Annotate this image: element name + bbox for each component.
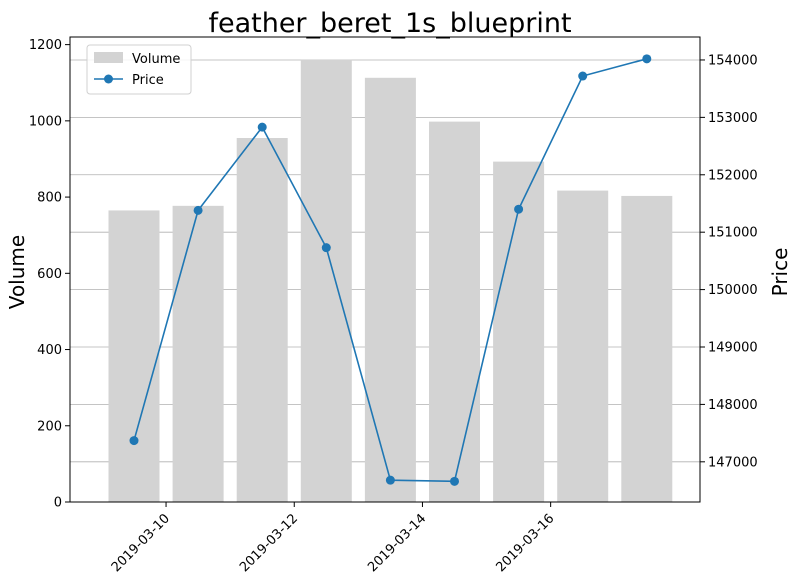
volume-bar (236, 138, 288, 503)
volume-bar (621, 195, 673, 502)
right-tick-label: 148000 (708, 398, 758, 413)
right-tick-label: 151000 (708, 226, 758, 241)
left-tick-label: 800 (37, 191, 62, 206)
volume-bar (429, 121, 480, 503)
right-tick-label: 154000 (708, 53, 758, 68)
legend-swatch-price-marker (104, 74, 113, 84)
legend-label-volume: Volume (132, 52, 180, 67)
left-tick-label: 200 (37, 419, 62, 434)
volume-bar (493, 161, 545, 502)
right-tick-label: 152000 (708, 168, 758, 183)
price-point (257, 122, 267, 132)
price-point (193, 205, 203, 215)
plot-area: 0 200 400 600 800 1000 1200 147000 148000 149000 1… (29, 36, 758, 575)
volume-bar (557, 190, 609, 502)
price-point (514, 204, 524, 214)
right-axis-label: Price (768, 248, 792, 297)
right-tick-label: 147000 (708, 455, 758, 470)
x-tick-label: 2019-03-10 (109, 511, 173, 575)
x-tick-label: 2019-03-14 (365, 511, 429, 575)
legend-label-price: Price (132, 73, 164, 88)
left-tick-label: 1000 (29, 114, 62, 129)
x-tick-label: 2019-03-16 (493, 511, 557, 575)
left-tick-label: 1200 (29, 38, 62, 53)
volume-bar (172, 205, 224, 502)
legend-swatch-volume (94, 52, 123, 63)
right-tick-label: 150000 (708, 283, 758, 298)
left-tick-label: 600 (37, 267, 62, 282)
right-tick-label: 153000 (708, 111, 758, 126)
price-point (578, 71, 588, 81)
volume-bar (108, 210, 160, 503)
price-point (385, 475, 395, 485)
chart-title: feather_beret_1s_blueprint (208, 8, 571, 39)
volume-bar (364, 77, 416, 503)
x-tick-label: 2019-03-12 (237, 511, 301, 575)
volume-bar (300, 59, 352, 503)
right-tick-label: 149000 (708, 341, 758, 356)
plot-frame (69, 36, 701, 503)
price-point (129, 436, 139, 446)
price-point (321, 243, 331, 253)
price-point (450, 476, 459, 486)
left-tick-label: 400 (37, 343, 62, 358)
left-tick-label: 0 (54, 496, 62, 511)
price-point (642, 54, 652, 64)
left-axis-label: Volume (5, 235, 29, 309)
